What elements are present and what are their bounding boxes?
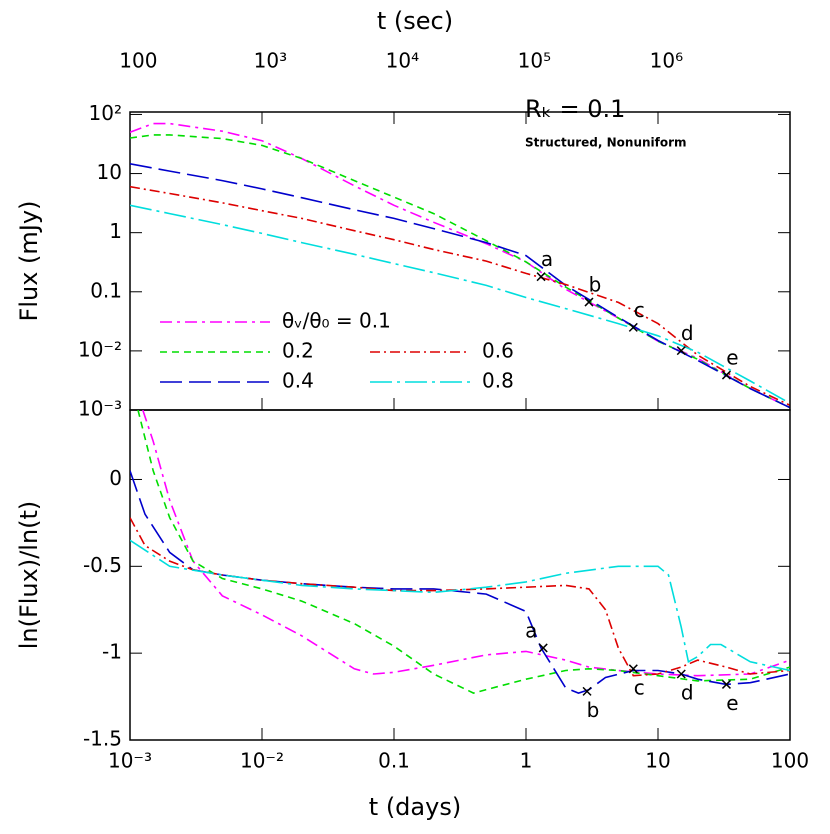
y-axis-label: Flux (mJy) <box>15 201 43 322</box>
marker-label: a <box>541 247 553 271</box>
legend-label: 0.6 <box>482 339 514 363</box>
marker-label: d <box>681 321 694 345</box>
marker-label: e <box>726 691 738 715</box>
legend-label: 0.8 <box>482 369 514 393</box>
y-tick-label: 10 <box>97 160 122 184</box>
series-line <box>130 470 790 694</box>
series-line <box>137 410 790 694</box>
marker <box>538 643 548 653</box>
y-tick-label: -1.5 <box>83 727 122 751</box>
marker <box>676 346 686 356</box>
x2-tick-label: 10⁵ <box>518 49 551 73</box>
legend-label: 0.2 <box>282 339 314 363</box>
y-tick-label: -1 <box>102 640 122 664</box>
x2-tick-label: 10⁴ <box>386 49 419 73</box>
marker-label: c <box>634 298 645 322</box>
y-tick-label: 0.1 <box>90 278 122 302</box>
marker <box>721 370 731 380</box>
y-tick-label: 10⁻³ <box>78 397 122 421</box>
y-tick-label: 10⁻² <box>78 337 122 361</box>
series-line <box>130 163 790 409</box>
x-tick-label: 10⁻² <box>240 749 284 773</box>
series-line <box>130 122 790 409</box>
bottom-panel-frame <box>129 409 791 741</box>
series-line <box>130 185 790 407</box>
series-line <box>142 410 790 677</box>
marker <box>721 679 731 689</box>
top-x-axis-label: t (sec) <box>377 7 453 35</box>
marker-label: d <box>681 681 694 705</box>
marker-label: e <box>726 346 738 370</box>
annotation: Rₖ = 0.1 <box>525 95 625 123</box>
legend-label: 0.4 <box>282 369 314 393</box>
marker <box>628 664 638 674</box>
x2-tick-label: 10⁶ <box>650 49 683 73</box>
x-tick-label: 10 <box>645 749 670 773</box>
marker <box>628 322 638 332</box>
marker-label: b <box>589 273 602 297</box>
y-tick-label: -0.5 <box>83 553 122 577</box>
series-line <box>130 539 790 672</box>
marker <box>582 686 592 696</box>
series-line <box>130 134 790 409</box>
annotation: Structured, Nonuniform <box>525 136 687 150</box>
marker <box>676 669 686 679</box>
legend-label: θᵥ/θ₀ = 0.1 <box>282 309 391 333</box>
marker-label: b <box>587 698 600 722</box>
series-line <box>130 517 790 677</box>
x-tick-label: 10⁻³ <box>108 749 152 773</box>
marker <box>536 272 546 282</box>
marker <box>584 297 594 307</box>
x2-tick-label: 10³ <box>254 49 287 73</box>
marker-label: a <box>525 618 537 642</box>
series-line <box>130 204 790 404</box>
marker-label: c <box>634 675 645 699</box>
x-tick-label: 0.1 <box>378 749 410 773</box>
y-tick-label: 10² <box>89 101 122 125</box>
x-axis-label: t (days) <box>369 793 461 821</box>
y-tick-label: 1 <box>109 219 122 243</box>
x2-tick-label: 100 <box>119 49 157 73</box>
x-tick-label: 1 <box>520 749 533 773</box>
x-tick-label: 100 <box>771 749 809 773</box>
top-panel-frame <box>129 111 791 411</box>
y-tick-label: 0 <box>109 466 122 490</box>
y-axis-label: ln(Flux)/ln(t) <box>15 501 43 650</box>
